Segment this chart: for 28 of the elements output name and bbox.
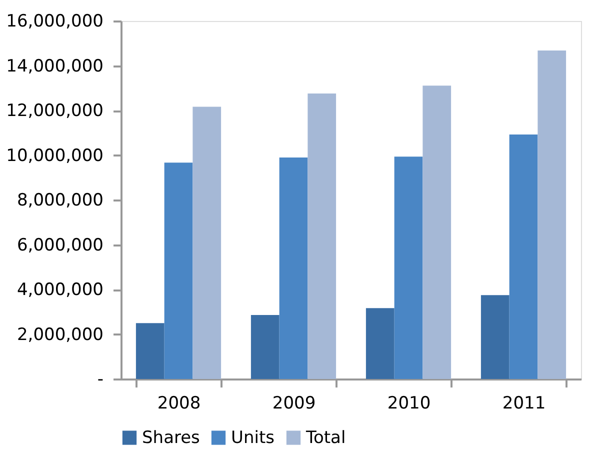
legend-label: Units [231, 428, 275, 448]
y-tick-label: 6,000,000 [16, 235, 104, 256]
bar [480, 295, 510, 379]
x-tick-label: 2009 [272, 394, 316, 414]
y-tick-label: 8,000,000 [16, 190, 104, 210]
bar [509, 134, 538, 379]
bar [538, 50, 566, 379]
y-tick-label: 16,000,000 [6, 12, 104, 32]
y-tick-label: - [97, 370, 104, 390]
bar [136, 323, 164, 379]
legend-label: Total [305, 428, 346, 448]
bar [366, 308, 394, 379]
x-tick-label: 2008 [157, 394, 201, 414]
bar [422, 86, 452, 379]
x-tick-label: 2011 [502, 394, 546, 414]
y-tick-label: 14,000,000 [6, 56, 104, 76]
y-tick-label: 12,000,000 [6, 101, 104, 121]
legend-label: Shares [142, 428, 200, 448]
y-tick-label: 10,000,000 [6, 146, 104, 166]
bar [394, 156, 423, 379]
bar [192, 106, 222, 379]
bar [308, 93, 336, 379]
bar [164, 162, 193, 379]
x-tick-label: 2010 [387, 394, 431, 414]
y-tick-label: 2,000,000 [16, 324, 104, 345]
bar [279, 157, 308, 379]
bar [250, 315, 280, 379]
y-tick-label: 4,000,000 [16, 280, 104, 300]
